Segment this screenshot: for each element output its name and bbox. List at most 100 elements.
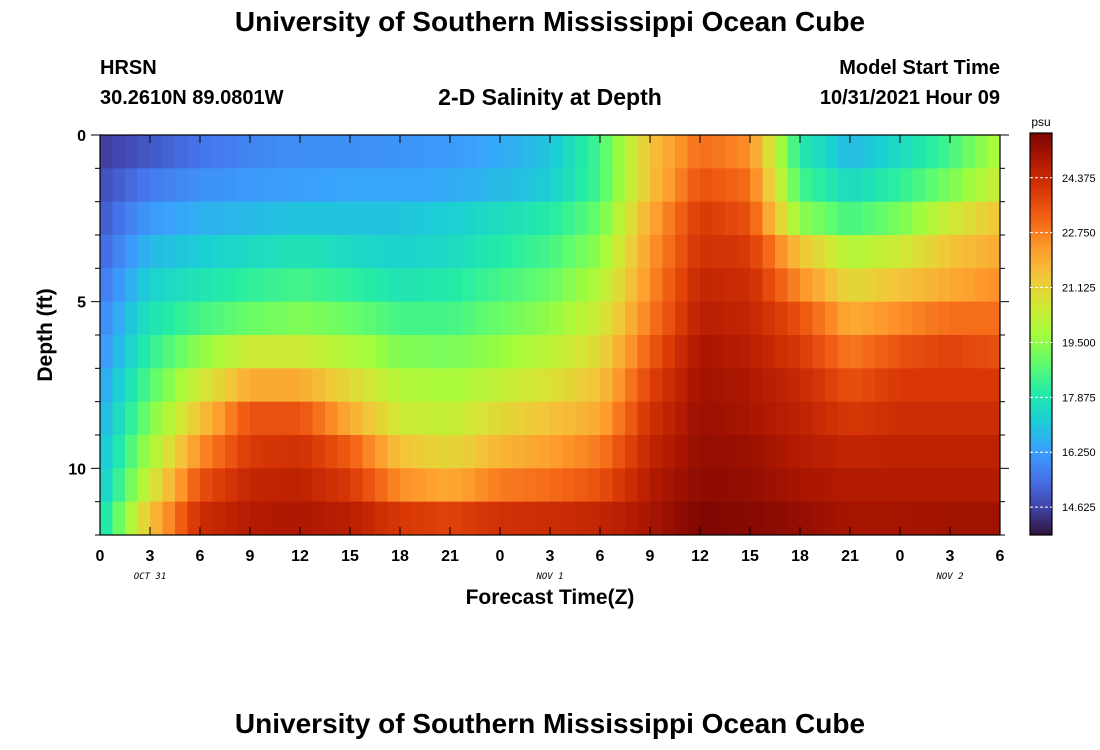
heatmap-cell — [212, 201, 226, 236]
heatmap-cell — [887, 135, 901, 169]
heatmap-cell — [650, 401, 664, 436]
heatmap-cell — [300, 401, 314, 436]
heatmap-cell — [562, 401, 576, 436]
heatmap-cell — [875, 468, 889, 503]
heatmap-cell — [962, 168, 976, 203]
heatmap-cell — [950, 268, 964, 303]
heatmap-cell — [175, 501, 189, 535]
heatmap-cell — [537, 268, 551, 303]
heatmap-cell — [687, 235, 701, 269]
heatmap-cell — [837, 468, 851, 503]
heatmap-cell — [600, 335, 614, 369]
heatmap-cell — [887, 468, 901, 503]
heatmap-cell — [725, 268, 739, 303]
heatmap-cell — [925, 501, 939, 535]
heatmap-cell — [762, 435, 776, 469]
x-tick-label: 18 — [391, 548, 409, 565]
heatmap-cell — [612, 168, 626, 203]
heatmap-cell — [412, 268, 426, 303]
heatmap-cell — [587, 235, 601, 269]
heatmap-cell — [162, 501, 176, 535]
heatmap-cell — [712, 268, 726, 303]
x-tick-label: 12 — [291, 548, 309, 565]
heatmap-cell — [875, 168, 889, 203]
heatmap-cell — [575, 201, 589, 236]
heatmap-cell — [987, 268, 1000, 303]
heatmap-cell — [237, 501, 251, 535]
x-date-label: NOV 1 — [535, 572, 563, 582]
heatmap-cell — [975, 135, 989, 169]
heatmap-cell — [250, 301, 264, 336]
heatmap-cell — [225, 468, 239, 503]
heatmap-cell — [275, 268, 289, 303]
heatmap-cell — [362, 168, 376, 203]
heatmap-cell — [125, 468, 139, 503]
heatmap-cell — [775, 335, 789, 369]
heatmap-cell — [625, 435, 639, 469]
heatmap-cell — [175, 301, 189, 336]
heatmap-cell — [287, 368, 301, 403]
heatmap-cell — [400, 268, 414, 303]
heatmap-cell — [612, 335, 626, 369]
heatmap-cell — [325, 301, 339, 336]
heatmap-cell — [587, 301, 601, 336]
colorbar-unit: psu — [1031, 115, 1050, 129]
heatmap-cell — [362, 468, 376, 503]
heatmap-cell — [500, 368, 514, 403]
heatmap-cell — [587, 135, 601, 169]
heatmap-cell — [162, 201, 176, 236]
heatmap-cell — [400, 168, 414, 203]
heatmap-cell — [450, 368, 464, 403]
heatmap-cell — [225, 201, 239, 236]
heatmap-cell — [225, 501, 239, 535]
heatmap-cell — [737, 401, 751, 436]
heatmap-cell — [225, 435, 239, 469]
heatmap-cell — [950, 335, 964, 369]
heatmap-cell — [862, 235, 876, 269]
heatmap-cell — [325, 335, 339, 369]
heatmap-cell — [350, 235, 364, 269]
x-tick-label: 3 — [946, 548, 955, 565]
heatmap-cell — [700, 235, 714, 269]
heatmap-cell — [600, 268, 614, 303]
heatmap-cell — [187, 301, 201, 336]
heatmap-cell — [412, 468, 426, 503]
heatmap-cell — [100, 368, 114, 403]
heatmap-cell — [500, 301, 514, 336]
heatmap-cell — [737, 368, 751, 403]
heatmap-cell — [862, 368, 876, 403]
heatmap-cell — [825, 368, 839, 403]
heatmap-cell — [725, 468, 739, 503]
heatmap-cell — [662, 435, 676, 469]
heatmap-cell — [375, 501, 389, 535]
x-tick-label: 0 — [96, 548, 105, 565]
heatmap-cell — [325, 368, 339, 403]
heatmap-cell — [450, 268, 464, 303]
heatmap-cell — [612, 268, 626, 303]
heatmap-cell — [762, 135, 776, 169]
heatmap-cell — [825, 168, 839, 203]
heatmap-cell — [987, 501, 1000, 535]
heatmap-cell — [400, 368, 414, 403]
heatmap-cell — [600, 468, 614, 503]
heatmap-cell — [900, 235, 914, 269]
heatmap-cell — [387, 268, 401, 303]
x-tick-label: 6 — [996, 548, 1005, 565]
heatmap-cell — [400, 435, 414, 469]
heatmap-cell — [962, 368, 976, 403]
heatmap-cell — [162, 268, 176, 303]
heatmap-cell — [337, 168, 351, 203]
heatmap-cell — [212, 501, 226, 535]
heatmap-cell — [837, 168, 851, 203]
heatmap-cell — [162, 368, 176, 403]
heatmap-cell — [562, 501, 576, 535]
heatmap-cell — [800, 335, 814, 369]
heatmap-cell — [937, 468, 951, 503]
heatmap-cell — [275, 335, 289, 369]
heatmap-cell — [600, 135, 614, 169]
heatmap-cell — [750, 168, 764, 203]
heatmap-cell — [487, 301, 501, 336]
heatmap-cell — [437, 368, 451, 403]
heatmap-cell — [525, 301, 539, 336]
heatmap-cell — [875, 235, 889, 269]
